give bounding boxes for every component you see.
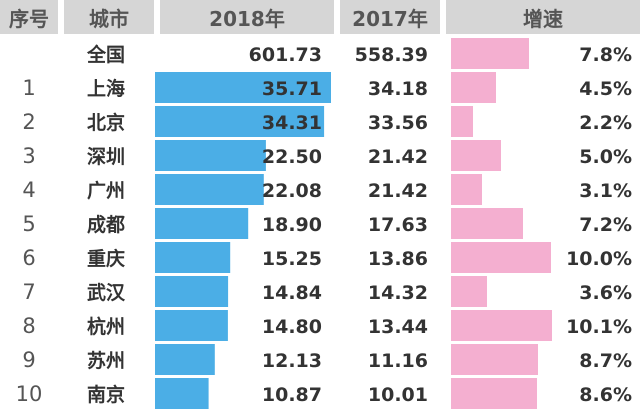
growth-label: 3.6% — [579, 282, 632, 304]
value-2017-label: 13.44 — [368, 316, 428, 338]
rank-label: 6 — [22, 246, 35, 270]
value-2018-label: 22.08 — [262, 180, 322, 202]
value-2017-label: 10.01 — [368, 384, 428, 406]
header-rank: 序号 — [0, 0, 58, 34]
value-2017-label: 21.42 — [368, 146, 428, 168]
bar-growth — [451, 174, 482, 205]
rank-label: 7 — [22, 280, 35, 304]
bar-2018 — [155, 140, 266, 171]
value-2018-label: 14.80 — [262, 316, 322, 338]
growth-label: 8.6% — [579, 384, 632, 406]
rank-label: 8 — [22, 314, 35, 338]
value-2017-label: 33.56 — [368, 112, 428, 134]
growth-label: 3.1% — [579, 180, 632, 202]
city-label: 南京 — [87, 383, 125, 406]
value-2017-label: 558.39 — [355, 44, 428, 66]
city-label: 成都 — [87, 213, 125, 236]
bar-growth — [451, 242, 551, 273]
value-2017-label: 14.32 — [368, 282, 428, 304]
growth-label: 10.0% — [566, 248, 632, 270]
value-2017-label: 34.18 — [368, 78, 428, 100]
growth-label: 10.1% — [566, 316, 632, 338]
bar-2018 — [155, 276, 229, 307]
bar-growth — [451, 310, 552, 341]
rank-label: 4 — [22, 178, 35, 202]
value-2017-label: 13.86 — [368, 248, 428, 270]
header-2017: 2017年 — [340, 0, 440, 34]
bar-growth — [451, 344, 538, 375]
header-2018: 2018年 — [160, 0, 334, 34]
rank-label: 10 — [16, 382, 43, 406]
growth-label: 8.7% — [579, 350, 632, 372]
value-2017-label: 21.42 — [368, 180, 428, 202]
city-label: 重庆 — [87, 247, 125, 270]
header-growth: 增速 — [446, 0, 640, 34]
city-label: 深圳 — [87, 145, 125, 168]
value-2018-label: 601.73 — [249, 44, 322, 66]
rank-label: 1 — [22, 76, 35, 100]
bar-2018 — [155, 208, 249, 239]
bar-growth — [451, 38, 529, 69]
bar-growth — [451, 378, 537, 409]
growth-label: 7.2% — [579, 214, 632, 236]
rank-label: 2 — [22, 110, 35, 134]
value-2018-label: 35.71 — [262, 78, 322, 100]
bar-2018 — [155, 242, 231, 273]
bar-2018 — [155, 174, 264, 205]
rank-label: 3 — [22, 144, 35, 168]
city-label: 杭州 — [87, 315, 125, 338]
city-label: 苏州 — [87, 349, 125, 372]
bar-2018 — [155, 106, 325, 137]
bar-growth — [451, 72, 496, 103]
bar-growth — [451, 140, 501, 171]
growth-label: 5.0% — [579, 146, 632, 168]
value-2017-label: 17.63 — [368, 214, 428, 236]
value-2018-label: 34.31 — [262, 112, 322, 134]
city-label: 全国 — [86, 43, 125, 66]
value-2018-label: 10.87 — [262, 384, 322, 406]
city-label: 北京 — [87, 111, 125, 134]
growth-label: 2.2% — [579, 112, 632, 134]
bar-2018 — [155, 310, 228, 341]
bar-growth — [451, 208, 523, 239]
city-label: 上海 — [87, 77, 125, 100]
bar-2018 — [155, 72, 331, 103]
bar-2018 — [155, 378, 209, 409]
bar-growth — [451, 106, 473, 137]
city-label: 广州 — [87, 179, 125, 202]
value-2018-label: 14.84 — [262, 282, 322, 304]
value-2018-label: 18.90 — [262, 214, 322, 236]
value-2018-label: 15.25 — [262, 248, 322, 270]
header-city: 城市 — [64, 0, 154, 34]
bar-2018 — [155, 344, 215, 375]
rank-label: 5 — [22, 212, 35, 236]
city-label: 武汉 — [87, 282, 126, 304]
growth-label: 7.8% — [579, 44, 632, 66]
value-2018-label: 22.50 — [262, 146, 322, 168]
bar-growth — [451, 276, 487, 307]
rank-label: 9 — [22, 348, 35, 372]
value-2018-label: 12.13 — [262, 350, 322, 372]
value-2017-label: 11.16 — [368, 350, 428, 372]
growth-label: 4.5% — [579, 78, 632, 100]
